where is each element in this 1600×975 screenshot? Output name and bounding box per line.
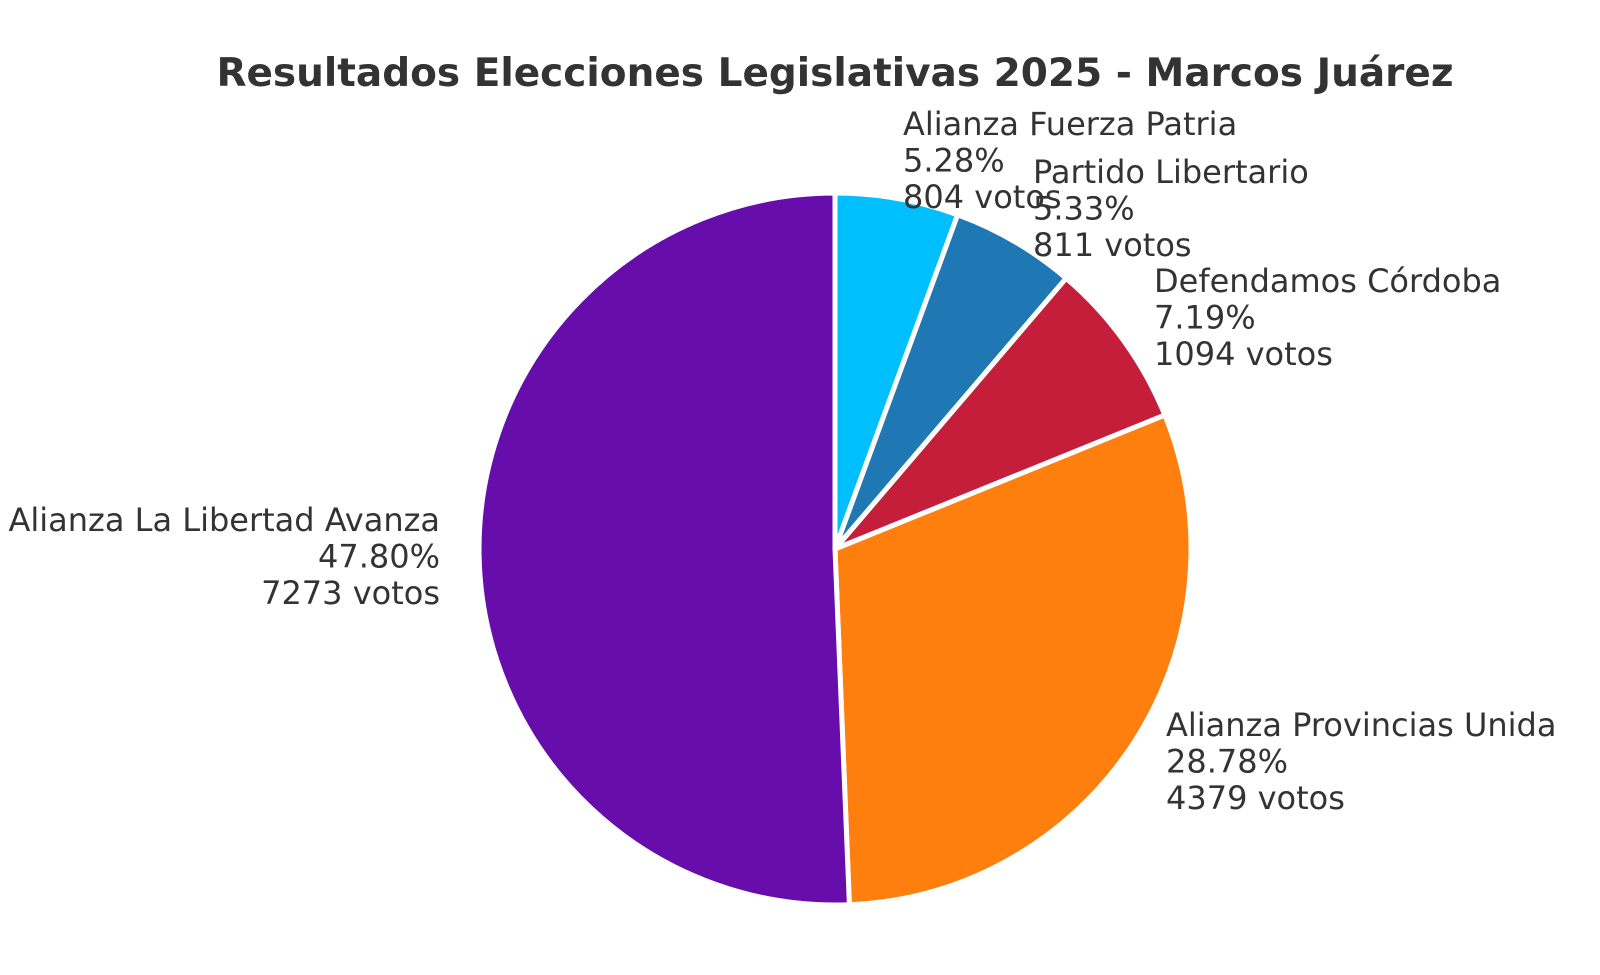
pie-slice-3 (832, 275, 1168, 552)
slice-label-name: Defendamos Córdoba (1154, 262, 1501, 300)
slice-label-1: Alianza Fuerza Patria 5.28% 804 votos (903, 105, 1237, 216)
slice-label-name: Alianza Provincias Unida (1166, 706, 1556, 744)
pie-slices (476, 190, 1194, 908)
chart-title: Resultados Elecciones Legislativas 2025 … (216, 51, 1453, 96)
slice-label-votes: 1094 votos (1154, 335, 1333, 373)
slice-label-2: Partido Libertario 5.33% 811 votos (1033, 153, 1309, 264)
slice-label-name: Alianza La Libertad Avanza (8, 501, 440, 539)
slice-label-votes: 804 votos (903, 178, 1062, 216)
slice-label-name: Partido Libertario (1033, 153, 1309, 191)
slice-label-3: Defendamos Córdoba 7.19% 1094 votos (1154, 262, 1501, 373)
slice-label-percent: 28.78% (1166, 743, 1288, 781)
slice-label-percent: 47.80% (318, 538, 440, 576)
slice-label-votes: 811 votos (1033, 226, 1192, 264)
slice-label-votes: 7273 votos (261, 574, 440, 612)
slice-label-percent: 7.19% (1154, 299, 1256, 337)
slice-label-4: Alianza Provincias Unida 28.78% 4379 votos (1166, 706, 1556, 817)
slice-label-percent: 5.33% (1033, 190, 1135, 228)
pie-slice-4 (832, 412, 1194, 908)
pie-labels: Alianza Fuerza Patria 5.28% 804 votosParti… (8, 105, 1556, 817)
slice-label-5: Alianza La Libertad Avanza 47.80% 7273 vot… (8, 501, 440, 612)
pie-slice-5 (476, 190, 852, 908)
slice-label-votes: 4379 votos (1166, 779, 1345, 817)
slice-label-percent: 5.28% (903, 142, 1005, 180)
slice-label-name: Alianza Fuerza Patria (903, 105, 1237, 143)
